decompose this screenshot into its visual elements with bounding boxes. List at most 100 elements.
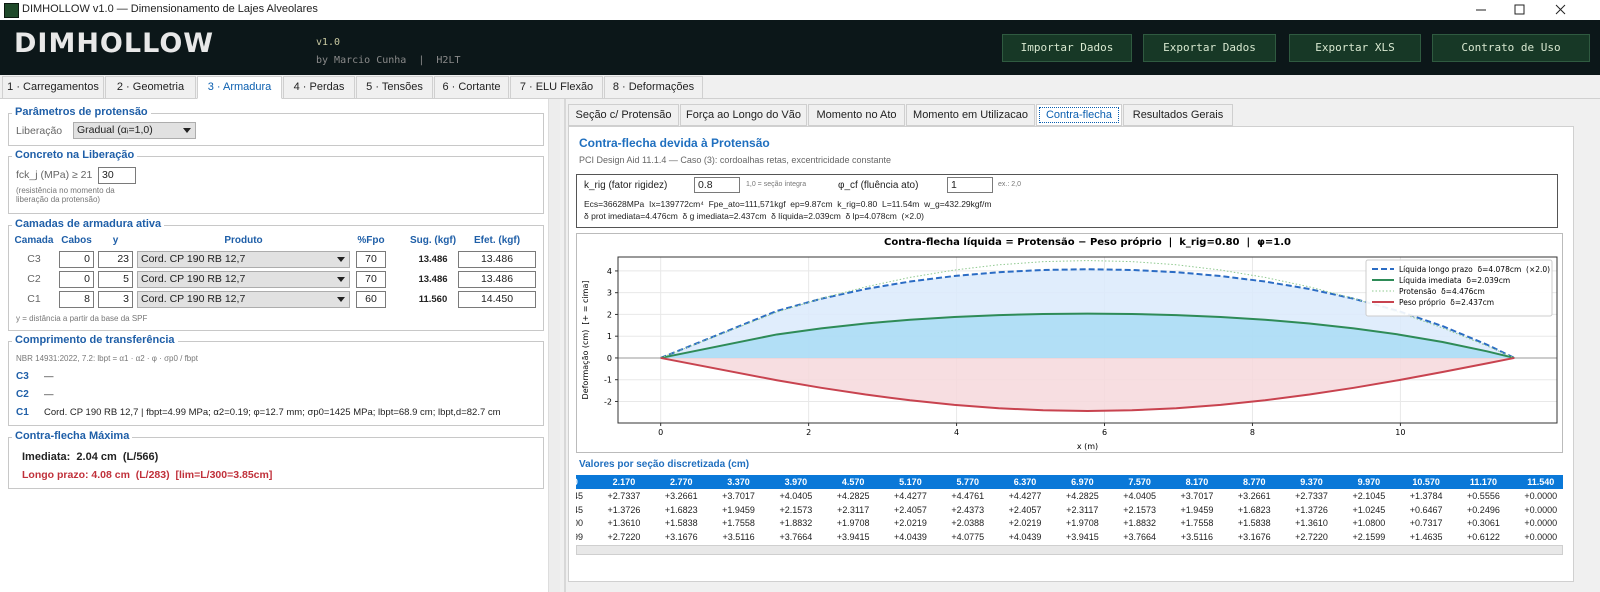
column-header: 2.170 bbox=[612, 477, 636, 487]
app-icon bbox=[4, 3, 19, 18]
table-cell: +2.1599 bbox=[1352, 531, 1386, 542]
series-line bbox=[660, 356, 1515, 412]
tab[interactable]: 2 · Geometria bbox=[105, 76, 196, 99]
value: 13.486 bbox=[418, 274, 448, 285]
tab[interactable]: 1 · Carregamentos bbox=[2, 76, 104, 99]
table-cell: +0.7317 bbox=[1409, 518, 1443, 528]
table-cell: +1.0245 bbox=[1352, 504, 1386, 515]
table-scrollbar bbox=[576, 545, 1563, 555]
table-cell: +2.7220 bbox=[607, 531, 641, 542]
table-cell: +3.5116 bbox=[1180, 531, 1213, 542]
row-label: C2 bbox=[27, 273, 41, 285]
input[interactable]: 30 bbox=[98, 167, 136, 184]
input[interactable]: 60 bbox=[356, 291, 386, 308]
row-label: C1 bbox=[27, 293, 41, 305]
input[interactable]: 1 bbox=[947, 177, 993, 193]
x-tick-label: 8 bbox=[1250, 428, 1255, 437]
subtab[interactable]: Seção c/ Protensão bbox=[568, 104, 679, 126]
column-header: y bbox=[112, 235, 119, 246]
section-title: Contra-flecha devida à Protensão bbox=[579, 136, 770, 150]
input[interactable]: 70 bbox=[356, 271, 386, 288]
subtab[interactable]: Momento em Utilizacao bbox=[906, 104, 1035, 126]
input[interactable]: 8 bbox=[59, 291, 94, 308]
table-cell: +4.2825 bbox=[836, 491, 870, 501]
table-cell: +4.0405 bbox=[1123, 491, 1157, 501]
column-header: 8.770 bbox=[1242, 477, 1266, 487]
tab[interactable]: 4 · Perdas bbox=[283, 76, 355, 99]
info-line: δ prot imediata=4.476cm δ g imediata=2.4… bbox=[584, 211, 924, 221]
value: 11.560 bbox=[418, 294, 448, 305]
legend-box bbox=[1365, 259, 1553, 317]
tab[interactable]: 3 · Armadura bbox=[197, 76, 282, 99]
tab[interactable]: 8 · Deformações bbox=[604, 76, 703, 99]
table-cell: +3.2661 bbox=[664, 491, 698, 501]
note: 1,0 = seção íntegra bbox=[746, 181, 807, 188]
chart-title: Contra-flecha líquida = Protensão − Peso… bbox=[884, 236, 1291, 248]
header-button[interactable]: Contrato de Uso bbox=[1432, 34, 1590, 62]
column-header: Sug. (kgf) bbox=[409, 235, 457, 246]
input[interactable]: 0 bbox=[59, 271, 94, 288]
table-cell: +2.1045 bbox=[576, 491, 584, 501]
input[interactable]: 3 bbox=[98, 291, 133, 308]
table-cell: +2.1599 bbox=[576, 531, 584, 542]
window-controls[interactable] bbox=[1460, 0, 1600, 20]
note: y = distância a partir da base da SPF bbox=[16, 314, 148, 323]
input[interactable]: 13.486 bbox=[458, 271, 536, 288]
input[interactable]: 70 bbox=[356, 251, 386, 268]
subtab[interactable]: Momento no Ato bbox=[808, 104, 905, 126]
column-header: 9.370 bbox=[1300, 477, 1323, 487]
info-line: Ecs=36628MPa Ix=139772cm⁴ Fpe_ato=111,57… bbox=[584, 199, 992, 209]
input[interactable]: 23 bbox=[98, 251, 133, 268]
column-header: 2.770 bbox=[669, 477, 693, 487]
input[interactable]: 5 bbox=[98, 271, 133, 288]
header-button[interactable]: Exportar Dados bbox=[1143, 34, 1276, 62]
params-box bbox=[576, 174, 1558, 228]
column-header: 8.170 bbox=[1185, 477, 1209, 487]
table-cell: +0.2496 bbox=[1467, 504, 1500, 515]
layer-text: — bbox=[44, 371, 54, 382]
table-cell: +4.0439 bbox=[894, 531, 927, 542]
input[interactable]: 0 bbox=[59, 251, 94, 268]
table-cell: +4.4277 bbox=[1008, 491, 1042, 501]
table-cell: +3.1676 bbox=[1237, 531, 1271, 542]
table-cell: +2.1573 bbox=[779, 504, 813, 515]
maximize-icon[interactable] bbox=[1514, 4, 1525, 15]
camadas-title: Camadas de armadura ativa bbox=[12, 218, 165, 230]
column-header: 3.970 bbox=[784, 477, 808, 487]
tab[interactable]: 6 · Cortante bbox=[434, 76, 509, 99]
column-header: 5.170 bbox=[899, 477, 922, 487]
select[interactable]: Cord. CP 190 RB 12,7 bbox=[137, 291, 350, 308]
header-button[interactable]: Importar Dados bbox=[1002, 34, 1132, 62]
legend-label: Protensão δ=4.476cm bbox=[1399, 287, 1485, 296]
select[interactable]: Gradual (αᵢ=1,0) bbox=[73, 122, 196, 139]
table-cell: +3.1676 bbox=[664, 531, 698, 542]
input[interactable]: 14.450 bbox=[458, 291, 536, 308]
input[interactable]: 13.486 bbox=[458, 251, 536, 268]
table-cell: +0.3061 bbox=[1467, 518, 1500, 528]
table-cell: +3.9415 bbox=[836, 531, 870, 542]
subtab[interactable]: Contra-flecha bbox=[1036, 104, 1122, 126]
plot-frame bbox=[617, 256, 1558, 424]
table-cell: +3.7017 bbox=[1180, 491, 1214, 501]
table-cell: +1.9708 bbox=[1065, 518, 1099, 528]
select[interactable]: Cord. CP 190 RB 12,7 bbox=[137, 271, 350, 288]
column-header: 7.570 bbox=[1128, 477, 1151, 487]
y-tick-label: 4 bbox=[607, 267, 612, 276]
close-icon[interactable] bbox=[1555, 4, 1566, 15]
column-header: 4.570 bbox=[841, 477, 865, 487]
tab[interactable]: 5 · Tensões bbox=[356, 76, 433, 99]
tab[interactable]: 7 · ELU Flexão bbox=[510, 76, 603, 99]
input[interactable]: 0.8 bbox=[694, 177, 740, 193]
header-button[interactable]: Exportar XLS bbox=[1289, 34, 1421, 62]
table-cell: +1.0800 bbox=[576, 518, 584, 528]
label: Liberação bbox=[16, 125, 63, 137]
subtab[interactable]: Força ao Longo do Vão bbox=[680, 104, 807, 126]
subtab[interactable]: Resultados Gerais bbox=[1123, 104, 1233, 126]
table-cell: +4.0405 bbox=[779, 491, 813, 501]
column-header: 1.570 bbox=[576, 475, 595, 489]
select[interactable]: Cord. CP 190 RB 12,7 bbox=[137, 251, 350, 268]
table-cell: +0.0000 bbox=[1524, 518, 1558, 528]
x-tick-label: 2 bbox=[806, 428, 811, 437]
table-cell: +2.1573 bbox=[1123, 504, 1157, 515]
protensao-title: Parâmetros de protensão bbox=[12, 106, 151, 118]
